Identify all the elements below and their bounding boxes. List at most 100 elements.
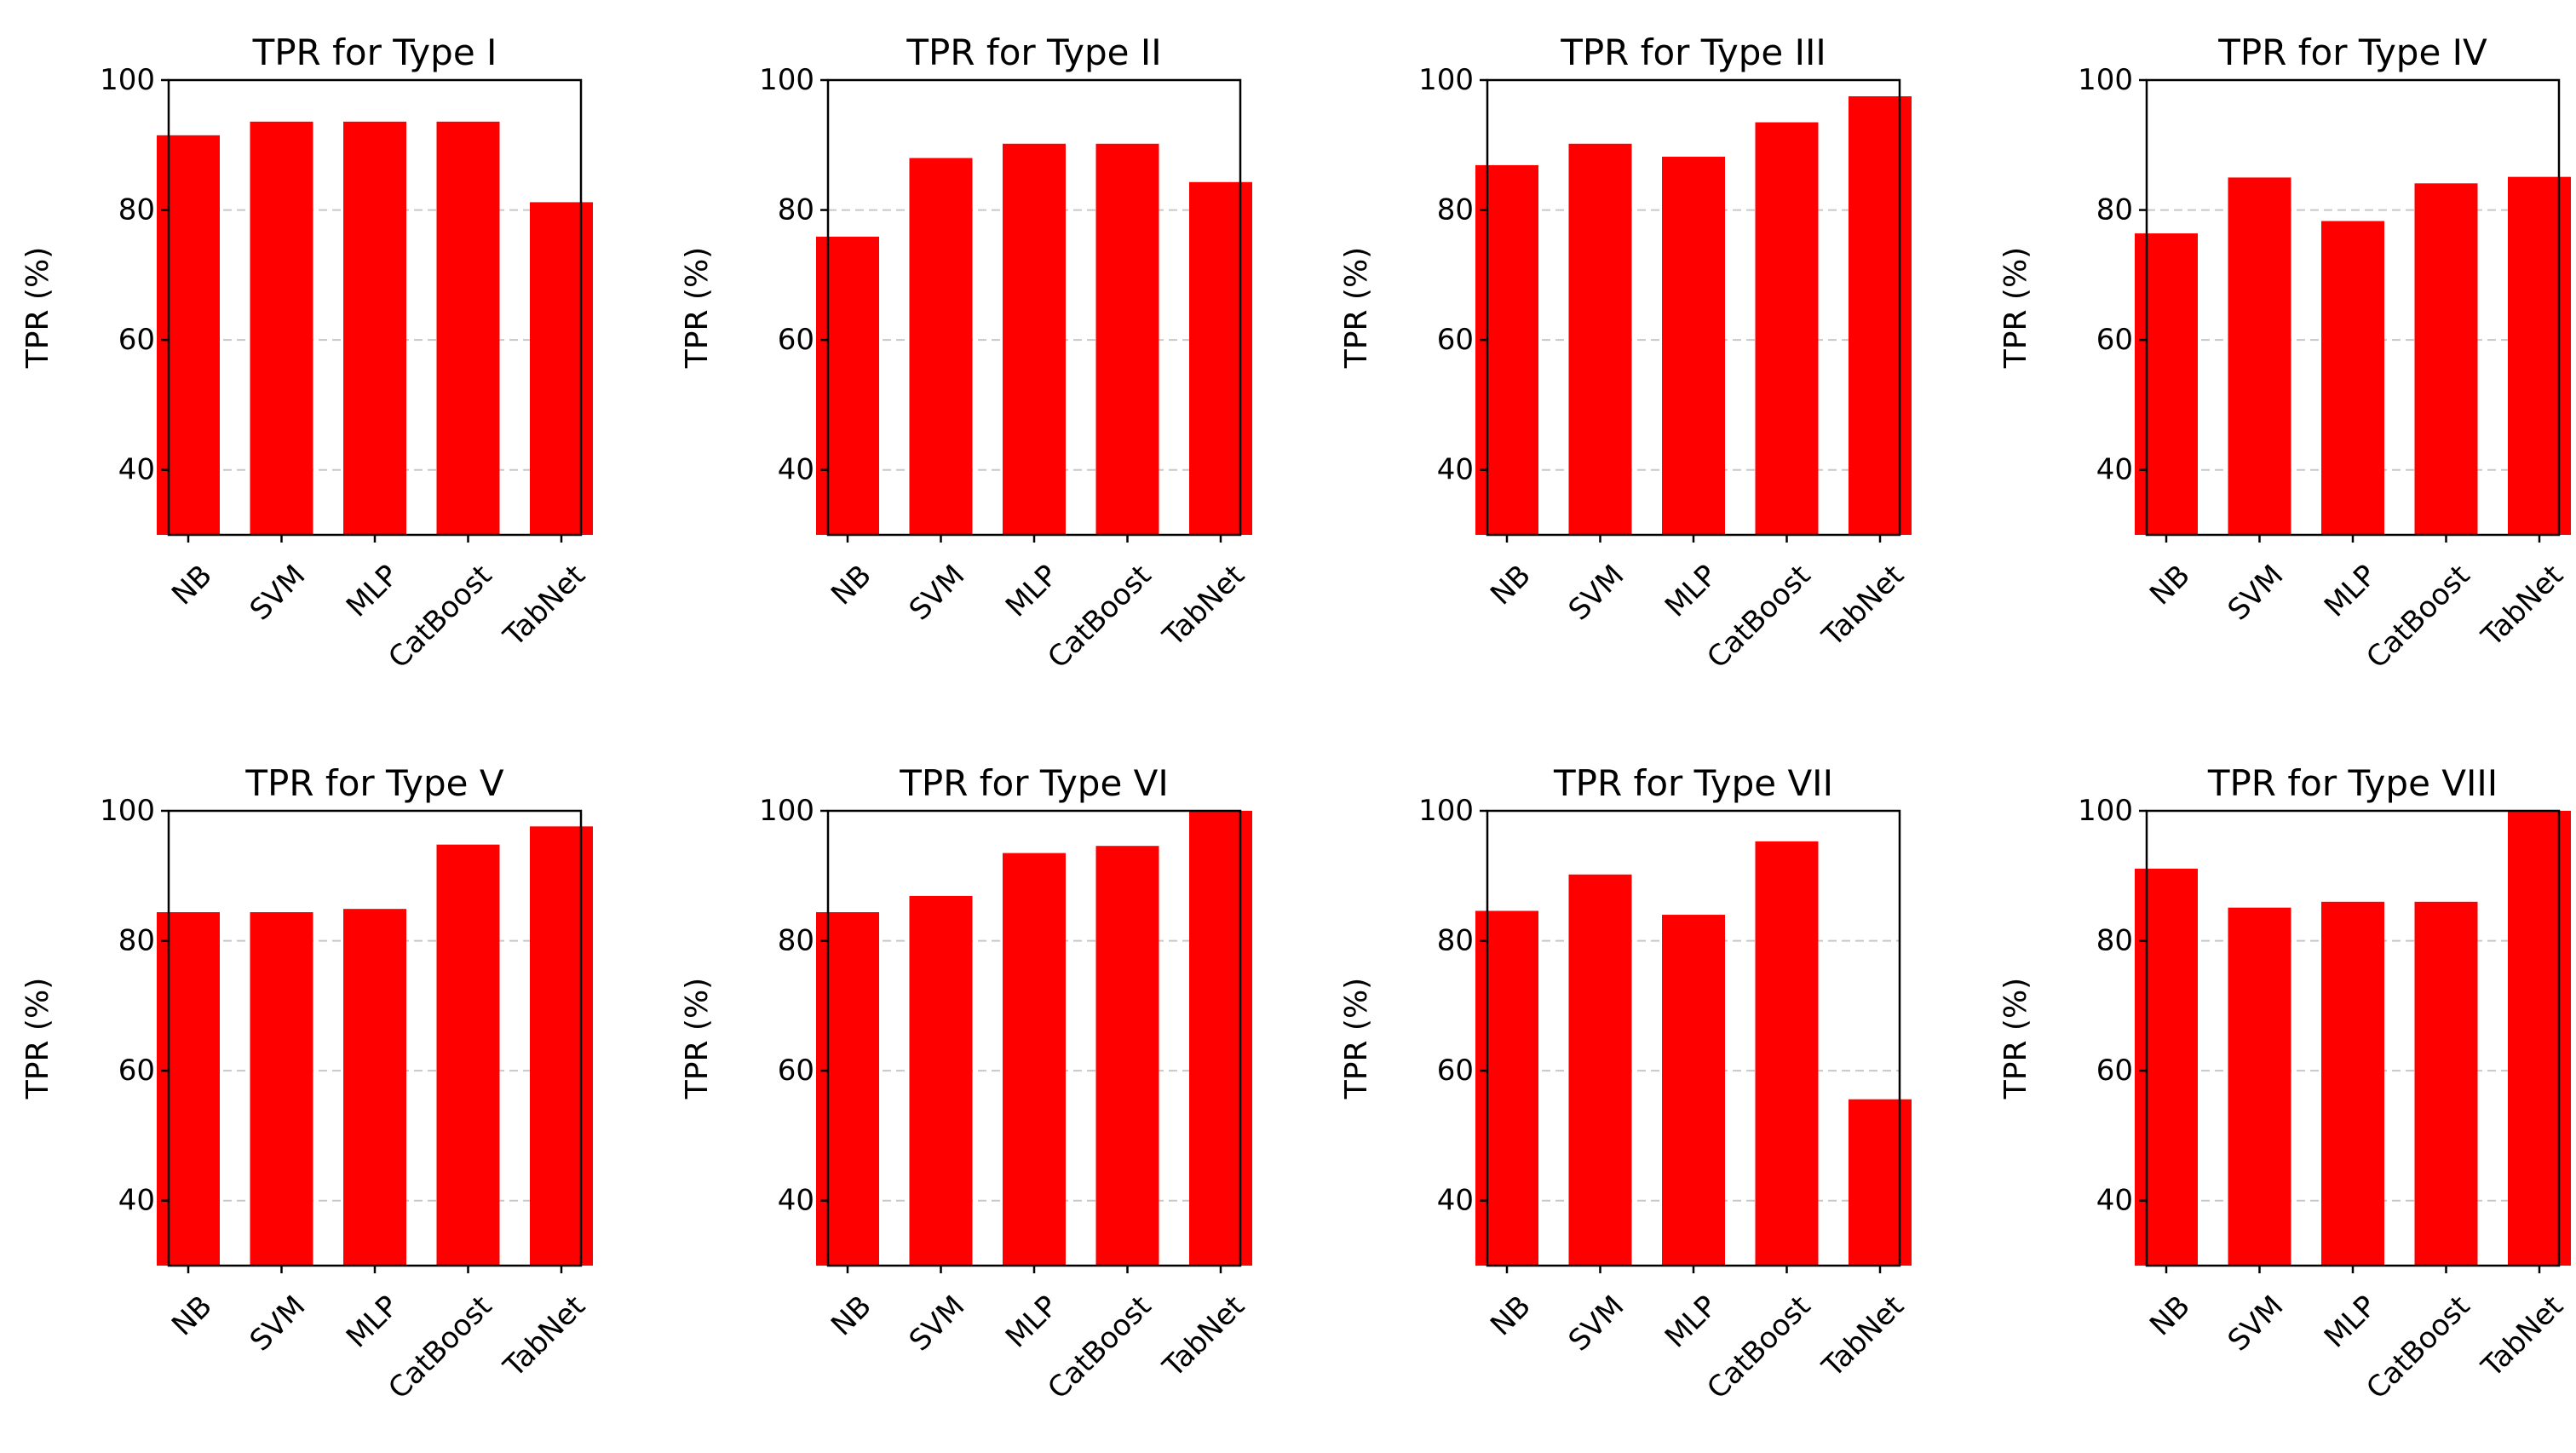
y-tick-label: 60 bbox=[2096, 323, 2133, 357]
bar-mlp bbox=[2321, 221, 2384, 535]
x-tick-label: SVM bbox=[244, 1289, 313, 1358]
x-tick-label: TabNet bbox=[497, 559, 592, 654]
bar-catboost bbox=[1095, 846, 1159, 1266]
y-tick-label: 40 bbox=[778, 1184, 814, 1218]
y-axis-label: TPR (%) bbox=[680, 247, 715, 369]
x-tick-label: CatBoost bbox=[1041, 1289, 1158, 1406]
bar-svm bbox=[909, 158, 973, 536]
y-tick-label: 80 bbox=[2096, 924, 2133, 958]
bar-nb bbox=[2135, 233, 2198, 535]
bar-catboost bbox=[2414, 183, 2478, 535]
y-tick-label: 60 bbox=[1437, 1054, 1474, 1088]
bar-mlp bbox=[1662, 915, 1725, 1266]
y-tick-label: 100 bbox=[100, 63, 155, 97]
x-tick-label: SVM bbox=[2222, 1289, 2291, 1358]
y-tick-label: 100 bbox=[1418, 794, 1474, 828]
subplot-title: TPR for Type V bbox=[244, 762, 503, 804]
y-tick-label: 100 bbox=[1418, 63, 1474, 97]
x-tick-label: MLP bbox=[999, 559, 1065, 624]
subplot-title: TPR for Type III bbox=[1560, 32, 1826, 73]
x-tick-label: TabNet bbox=[1156, 559, 1251, 654]
y-tick-label: 80 bbox=[1437, 193, 1474, 227]
y-axis-label: TPR (%) bbox=[1998, 247, 2033, 369]
bar-tabnet bbox=[530, 202, 593, 535]
y-tick-label: 40 bbox=[118, 453, 155, 487]
y-tick-label: 100 bbox=[759, 794, 814, 828]
y-tick-label: 80 bbox=[118, 193, 155, 227]
bar-svm bbox=[250, 121, 313, 535]
y-tick-label: 60 bbox=[778, 323, 814, 357]
bar-tabnet bbox=[1849, 96, 1912, 536]
y-tick-label: 40 bbox=[1437, 1184, 1474, 1218]
subplot-title: TPR for Type VII bbox=[1553, 762, 1833, 804]
y-tick-label: 80 bbox=[1437, 924, 1474, 958]
x-tick-label: NB bbox=[2143, 559, 2197, 612]
bar-svm bbox=[1568, 143, 1632, 535]
bar-tabnet bbox=[1189, 181, 1252, 536]
x-tick-label: CatBoost bbox=[2360, 559, 2476, 675]
x-tick-label: SVM bbox=[903, 1289, 972, 1358]
bar-nb bbox=[2135, 868, 2198, 1266]
y-tick-label: 100 bbox=[759, 63, 814, 97]
y-tick-label: 100 bbox=[100, 794, 155, 828]
bar-catboost bbox=[1095, 143, 1159, 535]
bar-svm bbox=[909, 895, 973, 1266]
y-tick-label: 80 bbox=[778, 193, 814, 227]
x-tick-label: SVM bbox=[1562, 1289, 1631, 1358]
x-tick-label: TabNet bbox=[497, 1289, 592, 1385]
x-tick-label: SVM bbox=[244, 559, 313, 628]
y-tick-label: 40 bbox=[118, 1184, 155, 1218]
bar-nb bbox=[157, 912, 220, 1266]
y-tick-label: 40 bbox=[778, 453, 814, 487]
x-tick-label: NB bbox=[165, 1289, 219, 1343]
bar-nb bbox=[816, 912, 879, 1266]
bar-mlp bbox=[1003, 143, 1066, 535]
subplot-title: TPR for Type IV bbox=[2217, 32, 2487, 73]
x-tick-label: CatBoost bbox=[2360, 1289, 2476, 1406]
x-tick-label: TabNet bbox=[1815, 559, 1911, 654]
y-tick-label: 60 bbox=[118, 1054, 155, 1088]
subplot-title: TPR for Type I bbox=[252, 32, 497, 73]
subplot-title: TPR for Type II bbox=[906, 32, 1161, 73]
bar-nb bbox=[157, 135, 220, 536]
x-tick-label: NB bbox=[1484, 559, 1538, 612]
x-tick-label: NB bbox=[2143, 1289, 2197, 1343]
y-tick-label: 80 bbox=[118, 924, 155, 958]
y-tick-label: 100 bbox=[2078, 63, 2133, 97]
bar-catboost bbox=[1755, 841, 1819, 1266]
subplot-title: TPR for Type VIII bbox=[2207, 762, 2498, 804]
x-tick-label: MLP bbox=[999, 1289, 1065, 1355]
bar-catboost bbox=[1755, 122, 1819, 536]
x-tick-label: NB bbox=[825, 1289, 878, 1343]
x-tick-label: TabNet bbox=[1156, 1289, 1251, 1385]
x-tick-label: CatBoost bbox=[1041, 559, 1158, 675]
y-tick-label: 60 bbox=[1437, 323, 1474, 357]
y-tick-label: 40 bbox=[1437, 453, 1474, 487]
x-tick-label: MLP bbox=[2318, 559, 2383, 624]
x-tick-label: NB bbox=[165, 559, 219, 612]
bar-tabnet bbox=[1849, 1099, 1912, 1266]
x-tick-label: MLP bbox=[1659, 1289, 1724, 1355]
y-tick-label: 80 bbox=[2096, 193, 2133, 227]
bar-svm bbox=[2228, 907, 2291, 1266]
bar-svm bbox=[2228, 177, 2291, 535]
y-tick-label: 80 bbox=[778, 924, 814, 958]
bar-mlp bbox=[1003, 853, 1066, 1266]
x-tick-label: CatBoost bbox=[1700, 1289, 1817, 1406]
bar-nb bbox=[816, 236, 879, 535]
bar-mlp bbox=[2321, 901, 2384, 1266]
x-tick-label: TabNet bbox=[2475, 1289, 2570, 1385]
x-tick-label: NB bbox=[825, 559, 878, 612]
x-tick-label: NB bbox=[1484, 1289, 1538, 1343]
bar-catboost bbox=[436, 121, 500, 535]
bar-nb bbox=[1475, 910, 1538, 1266]
x-tick-label: TabNet bbox=[2475, 559, 2570, 654]
y-tick-label: 60 bbox=[2096, 1054, 2133, 1088]
